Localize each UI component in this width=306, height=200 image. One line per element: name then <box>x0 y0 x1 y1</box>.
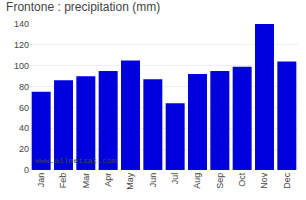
svg-text:60: 60 <box>19 103 29 113</box>
svg-text:Jan: Jan <box>36 173 46 188</box>
svg-text:80: 80 <box>19 82 29 92</box>
svg-text:Dec: Dec <box>282 172 292 189</box>
svg-text:Aug: Aug <box>192 173 202 189</box>
svg-text:0: 0 <box>24 165 29 175</box>
svg-text:Mar: Mar <box>81 173 91 189</box>
svg-text:www.allmetsat.com: www.allmetsat.com <box>35 156 117 165</box>
svg-text:140: 140 <box>14 19 29 29</box>
svg-text:Apr: Apr <box>103 173 113 187</box>
svg-text:Sep: Sep <box>215 173 225 189</box>
svg-text:120: 120 <box>14 40 29 50</box>
svg-text:Feb: Feb <box>58 173 68 189</box>
svg-text:Nov: Nov <box>259 172 269 189</box>
svg-text:Oct: Oct <box>237 172 247 187</box>
svg-text:Frontone : precipitation (mm): Frontone : precipitation (mm) <box>6 0 160 14</box>
svg-text:100: 100 <box>14 61 29 71</box>
svg-text:20: 20 <box>19 144 29 154</box>
svg-text:40: 40 <box>19 123 29 133</box>
svg-text:May: May <box>125 172 135 190</box>
svg-text:Jun: Jun <box>148 173 158 188</box>
svg-text:Jul: Jul <box>170 173 180 185</box>
